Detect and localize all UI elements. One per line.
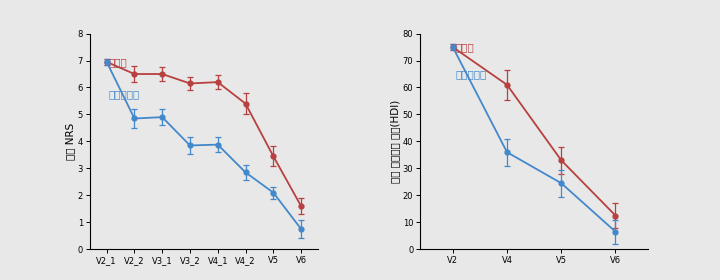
Text: 약침치료군: 약침치료군: [456, 69, 487, 80]
Text: 대조군: 대조군: [456, 43, 474, 52]
Text: 약침치료군: 약침치료군: [108, 90, 139, 100]
Y-axis label: 두통 기능장애 지수(HDI): 두통 기능장애 지수(HDI): [390, 100, 400, 183]
Text: 대조군: 대조군: [108, 57, 127, 67]
Y-axis label: 두통 NRS: 두통 NRS: [65, 123, 75, 160]
